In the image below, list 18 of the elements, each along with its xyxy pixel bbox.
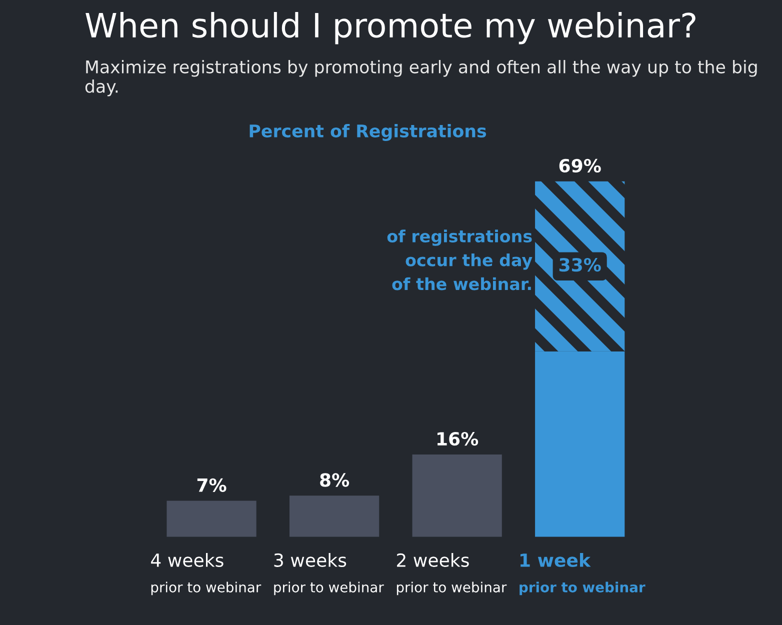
- x-tick-label: 2 weeks prior to webinar: [396, 553, 507, 596]
- annotation: of registrations occur the day of the webinar.: [387, 230, 532, 290]
- data-label: 7%: [197, 478, 226, 492]
- bar: [289, 496, 380, 537]
- x-tick-label: 3 weeks prior to webinar: [274, 553, 384, 596]
- bar: [412, 454, 502, 537]
- bar: [535, 351, 625, 537]
- chart-title: When should I promote my webinar?: [86, 12, 696, 44]
- y-axis-title: Percent of Registrations: [250, 124, 486, 141]
- data-label: 33%: [559, 258, 601, 272]
- data-label: 8%: [320, 473, 350, 487]
- x-tick-label: 4 weeks prior to webinar: [151, 553, 262, 596]
- total-label: 69%: [559, 158, 601, 173]
- data-label: 16%: [438, 432, 478, 446]
- bar: [535, 181, 625, 352]
- bar: [166, 500, 256, 537]
- chart-subtitle: Maximize registrations by promoting early and often all the way up to the big day.: [85, 60, 757, 96]
- x-tick-label: 1 week prior to webinar: [520, 553, 646, 596]
